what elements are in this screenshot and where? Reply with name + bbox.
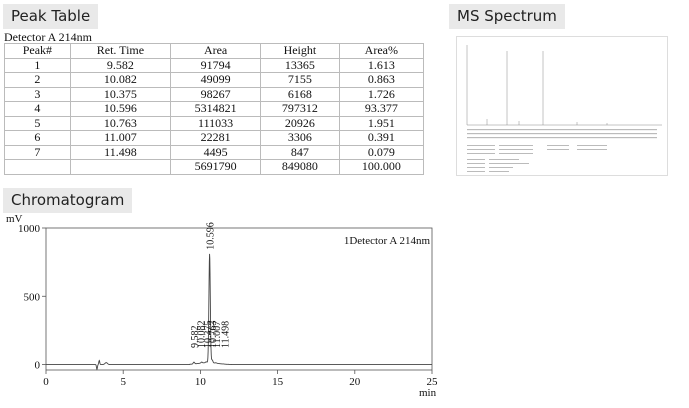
table-row: 1 9.582 91794 13365 1.613 <box>4 57 425 73</box>
cell: 847 <box>260 144 340 160</box>
peak-label: 10.763 <box>208 321 219 349</box>
cell: 13365 <box>260 57 340 73</box>
header-area: Area <box>170 43 262 59</box>
cell <box>4 159 71 175</box>
cell: 849080 <box>260 159 340 175</box>
chart-legend: 1Detector A 214nm <box>344 235 431 247</box>
cell: 5314821 <box>170 101 262 117</box>
y-tick-label: 1000 <box>18 223 41 235</box>
header-area-percent: Area% <box>338 43 425 59</box>
cell: 1.951 <box>338 115 425 131</box>
cell: 20926 <box>260 115 340 131</box>
cell: 0.391 <box>338 130 425 146</box>
table-header-row: Peak# Ret. Time Area Height Area% <box>4 43 425 59</box>
table-row: 2 10.082 49099 7155 0.863 <box>4 72 425 88</box>
ms-spectrum-heading: MS Spectrum <box>449 4 565 29</box>
header-ret-time: Ret. Time <box>69 43 172 59</box>
chromatogram-trace <box>46 253 432 371</box>
header-peak: Peak# <box>4 43 71 59</box>
peak-label: 11.498 <box>220 321 231 348</box>
cell: 6 <box>4 130 71 146</box>
cell: 797312 <box>260 101 340 117</box>
cell: 11.007 <box>69 130 172 146</box>
peak-label: 10.082 <box>197 321 208 349</box>
table-row: 5 10.763 111033 20926 1.951 <box>4 115 425 131</box>
peak-table: Peak# Ret. Time Area Height Area% 1 9.58… <box>4 43 425 175</box>
cell: 111033 <box>170 115 262 131</box>
peak-label: 11.007 <box>212 321 223 348</box>
peak-label: 10.375 <box>203 321 214 349</box>
cell: 10.596 <box>69 101 172 117</box>
x-tick-label: 10 <box>195 376 207 388</box>
table-row: 7 11.498 4495 847 0.079 <box>4 144 425 160</box>
cell: 10.375 <box>69 86 172 102</box>
y-tick-label: 0 <box>35 360 41 372</box>
chromatogram-heading: Chromatogram <box>3 188 133 213</box>
cell: 5691790 <box>170 159 262 175</box>
peak-label: 10.596 <box>206 222 217 250</box>
cell: 3306 <box>260 130 340 146</box>
plot-frame <box>45 227 433 371</box>
cell: 22281 <box>170 130 262 146</box>
table-row: 4 10.596 5314821 797312 93.377 <box>4 101 425 117</box>
detector-caption: Detector A 214nm <box>4 30 92 44</box>
cell: 10.763 <box>69 115 172 131</box>
x-ticks: 0 5 10 15 20 25 <box>43 370 438 388</box>
cell: 98267 <box>170 86 262 102</box>
cell: 2 <box>4 72 71 88</box>
cell: 5 <box>4 115 71 131</box>
x-axis-label: min <box>419 387 437 399</box>
cell: 100.000 <box>338 159 425 175</box>
cell: 4 <box>4 101 71 117</box>
cell: 1 <box>4 57 71 73</box>
cell: 7155 <box>260 72 340 88</box>
cell: 0.079 <box>338 144 425 160</box>
cell: 1.613 <box>338 57 425 73</box>
cell: 1.726 <box>338 86 425 102</box>
x-tick-label: 25 <box>427 376 439 388</box>
cell <box>69 159 172 175</box>
cell: 10.082 <box>69 72 172 88</box>
cell: 49099 <box>170 72 262 88</box>
cell: 6168 <box>260 86 340 102</box>
cell: 93.377 <box>338 101 425 117</box>
x-tick-label: 15 <box>272 376 284 388</box>
cell: 9.582 <box>69 57 172 73</box>
cell: 91794 <box>170 57 262 73</box>
y-tick-label: 500 <box>24 291 41 303</box>
cell: 3 <box>4 86 71 102</box>
peak-label: 9.582 <box>190 326 201 349</box>
x-tick-label: 5 <box>120 376 126 388</box>
table-row: 3 10.375 98267 6168 1.726 <box>4 86 425 102</box>
cell: 11.498 <box>69 144 172 160</box>
x-tick-label: 0 <box>43 376 49 388</box>
y-axis-label: mV <box>6 213 23 225</box>
cell: 4495 <box>170 144 262 160</box>
table-row: 6 11.007 22281 3306 0.391 <box>4 130 425 146</box>
peak-table-heading: Peak Table <box>3 4 99 29</box>
ms-spectrum-image <box>456 36 668 176</box>
table-total-row: 5691790 849080 100.000 <box>4 159 425 175</box>
y-ticks: 0 500 1000 <box>18 223 46 372</box>
cell: 7 <box>4 144 71 160</box>
header-height: Height <box>260 43 340 59</box>
cell: 0.863 <box>338 72 425 88</box>
x-tick-label: 20 <box>349 376 361 388</box>
